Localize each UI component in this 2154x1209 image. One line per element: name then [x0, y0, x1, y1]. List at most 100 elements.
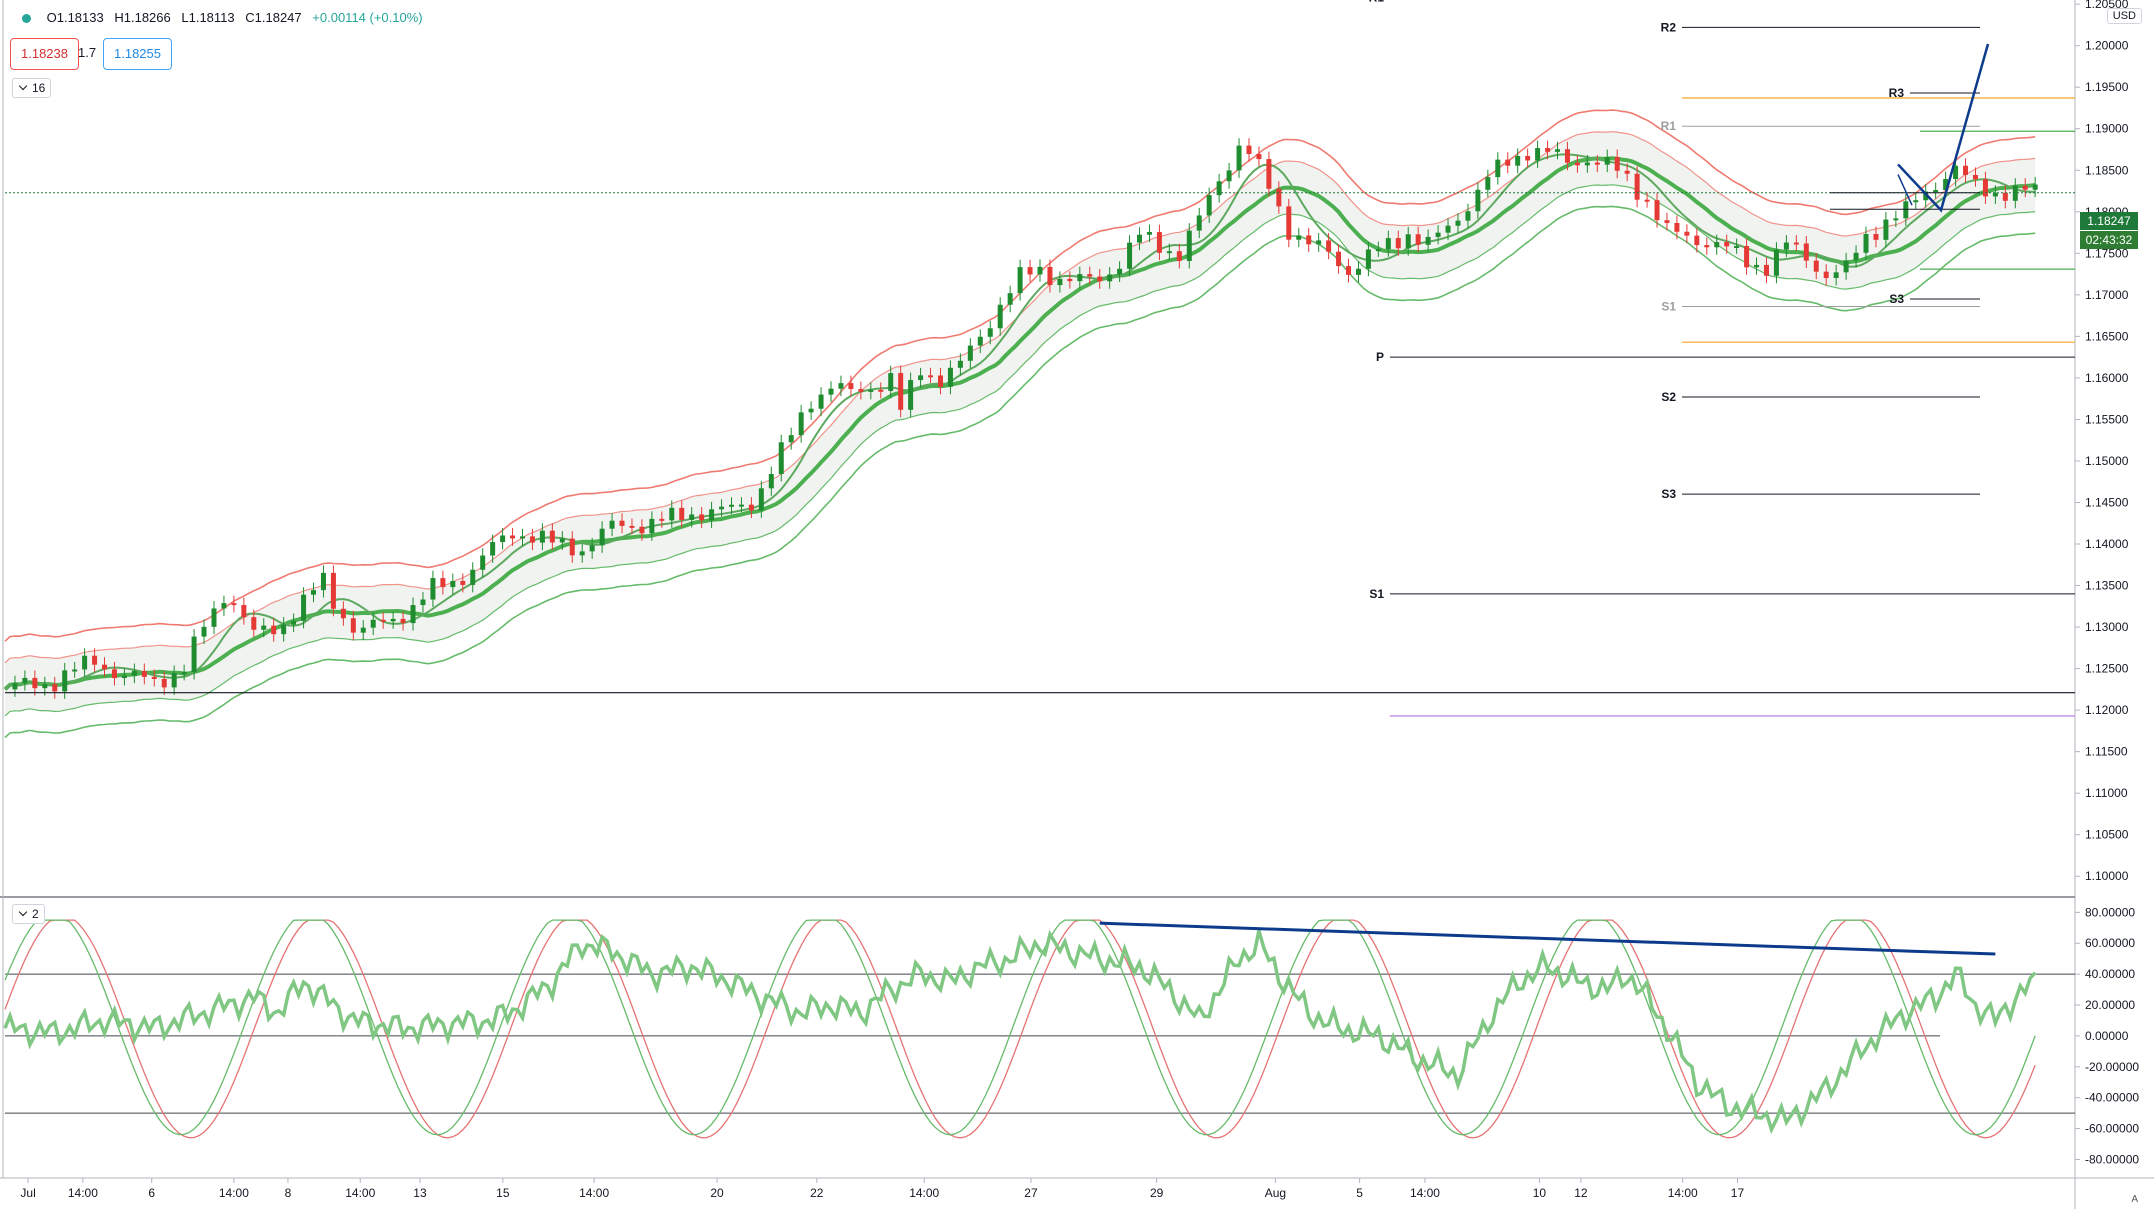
candle-body	[1246, 145, 1252, 155]
candle-body	[828, 388, 834, 395]
candle-body	[1017, 267, 1023, 294]
candle-body	[400, 618, 406, 624]
buy-button[interactable]: 1.18255	[103, 38, 172, 70]
candle-body	[311, 590, 317, 595]
candle-body	[559, 538, 565, 543]
price-tick-label: 1.13500	[2085, 579, 2129, 593]
candle-body	[410, 605, 416, 624]
candle-body	[1226, 170, 1232, 182]
candle-body	[1803, 243, 1809, 261]
pivot-label: R3	[1889, 86, 1905, 100]
oscillator-tick-label: -20.00000	[2085, 1060, 2139, 1074]
pivot-label: S1	[1661, 299, 1676, 313]
candle-body	[1933, 189, 1939, 192]
candle-body	[261, 625, 267, 630]
candle-body	[957, 360, 963, 368]
candle-body	[330, 572, 336, 609]
upper-outer-band	[4, 109, 2036, 642]
candle-body	[1724, 242, 1730, 247]
candle-body	[1634, 173, 1640, 200]
price-tick-label: 1.15000	[2085, 454, 2129, 468]
candle-body	[977, 336, 983, 346]
candle-body	[1127, 242, 1133, 269]
candle-body	[858, 389, 864, 392]
main-pane-toggle[interactable]: 16	[12, 78, 52, 98]
candle-body	[380, 619, 386, 622]
candle-body	[1584, 162, 1590, 166]
candle-body	[1953, 165, 1959, 180]
candle-body	[370, 619, 376, 628]
candle-body	[1545, 148, 1551, 152]
candle-body	[649, 518, 655, 534]
sell-button[interactable]: 1.18238	[10, 38, 79, 70]
candle-body	[211, 608, 217, 627]
candle-body	[430, 578, 436, 600]
candle-body	[1355, 268, 1361, 275]
candle-body	[619, 520, 625, 526]
price-tick-label: 1.10500	[2085, 828, 2129, 842]
candle-body	[1903, 201, 1909, 219]
candle-body	[589, 545, 595, 552]
price-tick-label: 1.14000	[2085, 537, 2129, 551]
candle-body	[1564, 149, 1570, 163]
symbol-status-icon	[22, 14, 31, 24]
candle-body	[868, 389, 874, 392]
candle-body	[1594, 162, 1600, 165]
candle-body	[1007, 293, 1013, 305]
time-tick-label: 13	[413, 1186, 427, 1200]
ohlc-legend: O1.18133 H1.18266 L1.18113 C1.18247 +0.0…	[22, 10, 430, 25]
open-value: O1.18133	[46, 10, 104, 25]
candle-body	[997, 304, 1003, 329]
candle-body	[470, 569, 476, 585]
candle-body	[32, 677, 38, 689]
candle-body	[181, 672, 187, 675]
time-tick-label: 27	[1024, 1186, 1038, 1200]
candle-body	[1236, 145, 1242, 171]
candle-body	[510, 535, 516, 539]
candle-body	[709, 509, 715, 521]
candle-body	[271, 625, 277, 635]
price-tick-label: 1.16500	[2085, 329, 2129, 343]
candle-body	[241, 605, 247, 618]
candle-body	[539, 530, 545, 543]
time-tick-label: 14:00	[68, 1186, 98, 1200]
candle-body	[928, 375, 934, 378]
candle-body	[62, 670, 68, 692]
candle-body	[918, 375, 924, 381]
candle-body	[1744, 245, 1750, 268]
candle-body	[1445, 225, 1451, 233]
candle-body	[937, 375, 943, 387]
oscillator-pane-toggle[interactable]: 2	[12, 904, 45, 924]
candle-body	[818, 394, 824, 409]
price-tick-label: 1.16000	[2085, 371, 2129, 385]
candle-body	[679, 507, 685, 520]
candle-body	[529, 536, 535, 543]
candle-body	[2032, 184, 2038, 190]
candle-body	[301, 594, 307, 621]
candle-body	[1913, 200, 1919, 203]
time-tick-label: 17	[1731, 1186, 1745, 1200]
candle-body	[549, 530, 555, 543]
candle-body	[1843, 260, 1849, 273]
candle-body	[1276, 188, 1282, 207]
spread-value: 1.7	[78, 45, 97, 60]
candle-body	[798, 412, 804, 436]
pivot-label: S1	[1369, 587, 1384, 601]
time-tick-label: 22	[810, 1186, 824, 1200]
oscillator-tick-label: -40.00000	[2085, 1091, 2139, 1105]
candle-body	[579, 551, 585, 556]
candle-body	[1604, 157, 1610, 165]
currency-label[interactable]: USD	[2106, 8, 2142, 24]
candle-body	[1773, 249, 1779, 276]
auto-scale-button[interactable]: A	[2131, 1194, 2138, 1205]
oscillator-tick-label: 0.00000	[2085, 1029, 2129, 1043]
candle-body	[161, 678, 167, 688]
candle-body	[350, 618, 356, 633]
candle-body	[639, 526, 645, 534]
pivot-label: R1	[1661, 119, 1677, 133]
price-tick-label: 1.12500	[2085, 662, 2129, 676]
candle-body	[1754, 264, 1760, 268]
moving-average-fast	[4, 153, 2036, 691]
time-tick-label: 12	[1574, 1186, 1588, 1200]
